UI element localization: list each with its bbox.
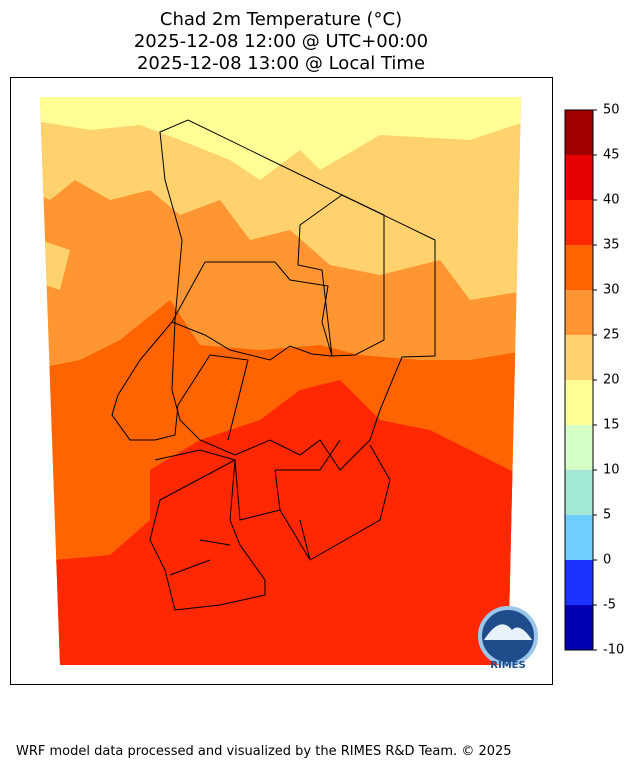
colorbar-band	[565, 470, 593, 515]
map: RIMES	[10, 77, 553, 685]
colorbar-tick-label: 0	[603, 553, 611, 568]
colorbar-band	[565, 560, 593, 605]
logo-mountain	[484, 624, 532, 640]
footer: WRF model data processed and visualized …	[16, 744, 512, 759]
colorbar-tick-label: 30	[603, 283, 620, 298]
colorbar-tick-label: 15	[603, 418, 620, 433]
colorbar-tick-label: 25	[603, 328, 620, 343]
title-line: Chad 2m Temperature (°C)	[160, 9, 402, 30]
logo: RIMES	[478, 606, 538, 671]
border	[169, 439, 341, 576]
title-line: 2025-12-08 13:00 @ Local Time	[137, 53, 425, 74]
colorbar-tick-label: 20	[603, 373, 620, 388]
border	[297, 194, 385, 357]
colorbar-band	[565, 200, 593, 245]
colorbar-tick-label: 40	[603, 193, 620, 208]
colorbar-tick-label: 35	[603, 238, 620, 253]
colorbar-tick-label: -5	[603, 598, 616, 613]
colorbar-tick-label: 45	[603, 148, 620, 163]
colorbar-band	[565, 245, 593, 290]
colorbar-band	[565, 515, 593, 560]
colorbar-band	[565, 605, 593, 650]
colorbar-band	[565, 425, 593, 470]
band-35-40	[55, 380, 521, 665]
temperature-field	[40, 97, 521, 665]
border	[111, 321, 249, 441]
colorbar-tick-label: 10	[603, 463, 620, 478]
colorbar-tick-label: 5	[603, 508, 611, 523]
band-15-20	[40, 97, 521, 180]
title-line: 2025-12-08 12:00 @ UTC+00:00	[134, 31, 428, 52]
colorbar-band	[565, 110, 593, 155]
colorbar-tick-label: 50	[603, 103, 620, 118]
band-20-25	[40, 97, 521, 300]
colorbar: -10 -5 0 5 10 15 20 25 30 35 40 45 50	[564, 103, 624, 658]
colorbar-band	[565, 290, 593, 335]
colorbar-band	[565, 380, 593, 425]
border	[159, 119, 436, 471]
colorbar-tick-label: -10	[603, 643, 624, 658]
logo-text: RIMES	[490, 660, 525, 671]
borders	[111, 119, 436, 611]
colorbar-band	[565, 335, 593, 380]
colorbar-band	[565, 155, 593, 200]
band-20-25	[40, 240, 70, 290]
border	[171, 261, 333, 361]
